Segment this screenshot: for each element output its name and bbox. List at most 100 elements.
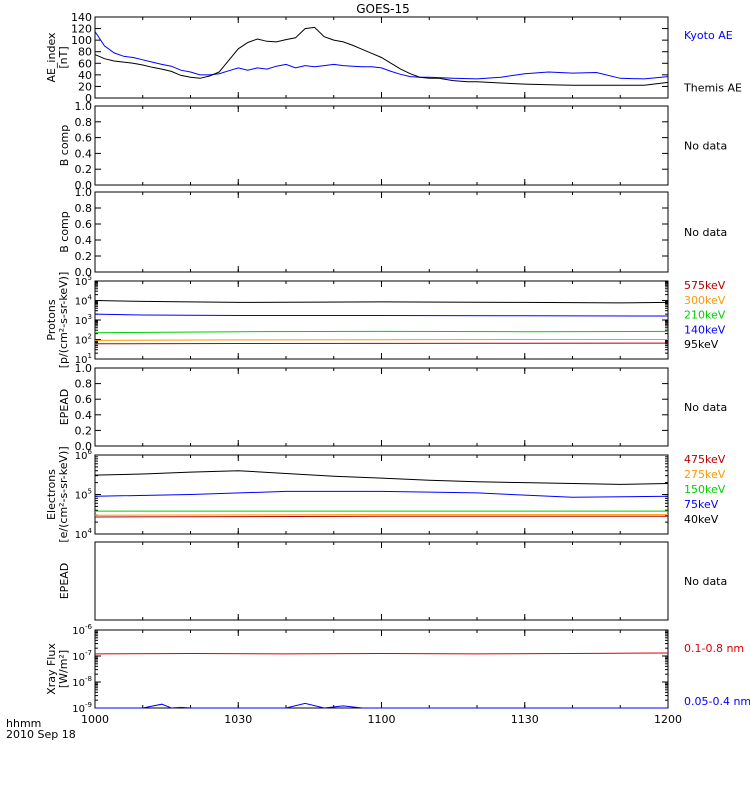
legend-label: 275keV bbox=[684, 468, 726, 481]
series-line-0-05-0-4-nm bbox=[95, 702, 668, 709]
legend-label: 475keV bbox=[684, 453, 726, 466]
y-axis-label: EPEAD bbox=[58, 563, 71, 600]
y-tick-label: 0.8 bbox=[75, 202, 93, 215]
x-tick-label: 1200 bbox=[654, 713, 682, 726]
y-tick-label: 0.4 bbox=[75, 147, 93, 160]
panel-epead2: EPEAD No data bbox=[58, 541, 727, 621]
legend-label: No data bbox=[684, 575, 727, 588]
y-tick-label: 60 bbox=[78, 57, 92, 70]
y-tick-label: 40 bbox=[78, 69, 92, 82]
series-line-475kev bbox=[94, 515, 668, 518]
panel-electrons: 104 105 106 Electrons [e/(cm²-s-sr-keV)] 475k… bbox=[45, 446, 726, 542]
y-axis-label: [e/(cm²-s-sr-keV)] bbox=[57, 446, 70, 542]
x-tick-label: 1000 bbox=[81, 713, 109, 726]
y-tick-label: 105 bbox=[75, 274, 92, 288]
series-line-210kev bbox=[94, 330, 669, 334]
y-tick-label: 140 bbox=[71, 11, 92, 24]
y-tick-label: 103 bbox=[75, 313, 92, 327]
series-line-themis-ae bbox=[94, 26, 669, 86]
y-axis-label: B comp bbox=[58, 211, 71, 253]
y-tick-label: 100 bbox=[71, 34, 92, 47]
y-tick-label: 104 bbox=[75, 527, 93, 541]
y-tick-label: 0.0 bbox=[75, 266, 93, 279]
y-tick-label: 0.8 bbox=[75, 378, 93, 391]
series-line-275kev bbox=[94, 514, 668, 516]
series-line-kyoto-ae bbox=[94, 31, 669, 80]
y-tick-label: 1.0 bbox=[75, 362, 93, 375]
series-line-75kev bbox=[94, 490, 669, 498]
y-tick-label: 0.0 bbox=[75, 440, 93, 453]
y-axis-label: [p/(cm²-s-sr-keV)] bbox=[57, 272, 70, 369]
series-line-300kev bbox=[94, 339, 668, 341]
y-axis-label: [W/m²] bbox=[57, 650, 70, 688]
legend-label: 0.05-0.4 nm bbox=[684, 695, 750, 708]
y-axis-label: Protons bbox=[45, 299, 58, 340]
y-tick-label: 80 bbox=[78, 46, 92, 59]
footer-unit-label: hhmm bbox=[6, 717, 41, 730]
legend-label: No data bbox=[684, 401, 727, 414]
panel-epead1: 0.0 0.2 0.4 0.6 0.8 1.0 EPEAD No data bbox=[58, 362, 727, 453]
legend-label: No data bbox=[684, 226, 727, 239]
panel-frame bbox=[94, 280, 669, 360]
y-tick-label: 10-9 bbox=[72, 701, 92, 715]
panel-frame bbox=[94, 541, 669, 621]
y-tick-label: 105 bbox=[75, 488, 92, 502]
y-tick-label: 106 bbox=[75, 448, 93, 462]
series-line-40kev bbox=[94, 470, 669, 485]
series-line-140kev bbox=[94, 313, 669, 317]
legend-label: Kyoto AE bbox=[684, 29, 733, 42]
y-axis-label: Xray Flux bbox=[45, 643, 58, 695]
legend-label: 140keV bbox=[684, 323, 726, 336]
legend-label: 0.1-0.8 nm bbox=[684, 642, 744, 655]
y-tick-label: 10-6 bbox=[72, 623, 92, 637]
y-tick-label: 0.6 bbox=[75, 393, 93, 406]
footer-date-label: 2010 Sep 18 bbox=[6, 728, 76, 741]
panel-bcomp1: 0.0 0.2 0.4 0.6 0.8 1.0 B comp No data bbox=[58, 100, 727, 192]
legend-label: 575keV bbox=[684, 279, 726, 292]
x-tick-label: 1030 bbox=[224, 713, 252, 726]
y-tick-label: 0.6 bbox=[75, 218, 93, 231]
y-tick-label: 0.0 bbox=[75, 179, 93, 192]
x-tick-label: 1130 bbox=[511, 713, 539, 726]
series-line-0-1-0-8-nm bbox=[94, 652, 669, 655]
y-tick-label: 101 bbox=[75, 352, 92, 366]
panel-frame bbox=[94, 367, 669, 447]
legend-label: 300keV bbox=[684, 294, 726, 307]
y-tick-label: 104 bbox=[75, 294, 93, 308]
y-tick-label: 10-8 bbox=[72, 675, 92, 689]
legend-label: 95keV bbox=[684, 338, 719, 351]
y-tick-label: 0.2 bbox=[75, 163, 93, 176]
y-tick-label: 0.4 bbox=[75, 234, 93, 247]
y-axis-label: Electrons bbox=[45, 469, 58, 520]
y-tick-label: 0.2 bbox=[75, 424, 93, 437]
panel-frame bbox=[94, 629, 669, 709]
legend-label: Themis AE bbox=[683, 82, 742, 95]
panel-frame bbox=[94, 105, 669, 186]
y-axis-label: AE_index bbox=[45, 32, 58, 83]
y-axis-label: EPEAD bbox=[58, 389, 71, 426]
legend-label: 210keV bbox=[684, 309, 726, 322]
x-tick-label: 1100 bbox=[368, 713, 396, 726]
y-tick-label: 0.2 bbox=[75, 250, 93, 263]
y-tick-label: 1.0 bbox=[75, 186, 93, 199]
y-axis-label: [nT] bbox=[57, 46, 70, 68]
y-tick-label: 102 bbox=[75, 333, 92, 347]
y-tick-label: 120 bbox=[71, 23, 92, 36]
series-line-575kev bbox=[94, 342, 669, 345]
panel-frame bbox=[94, 191, 669, 273]
legend-label: No data bbox=[684, 140, 727, 153]
legend-label: 150keV bbox=[684, 483, 726, 496]
y-tick-label: 1.0 bbox=[75, 100, 93, 113]
plot-title: GOES-15 bbox=[356, 2, 410, 16]
panel-bcomp2: 0.0 0.2 0.4 0.6 0.8 1.0 B comp No data bbox=[58, 186, 727, 279]
y-tick-label: 0 bbox=[85, 92, 92, 105]
y-tick-label: 10-7 bbox=[72, 649, 92, 663]
legend-label: 40keV bbox=[684, 513, 719, 526]
y-tick-label: 0.4 bbox=[75, 409, 93, 422]
y-tick-label: 0.6 bbox=[75, 132, 93, 145]
y-axis-label: B comp bbox=[58, 125, 71, 167]
